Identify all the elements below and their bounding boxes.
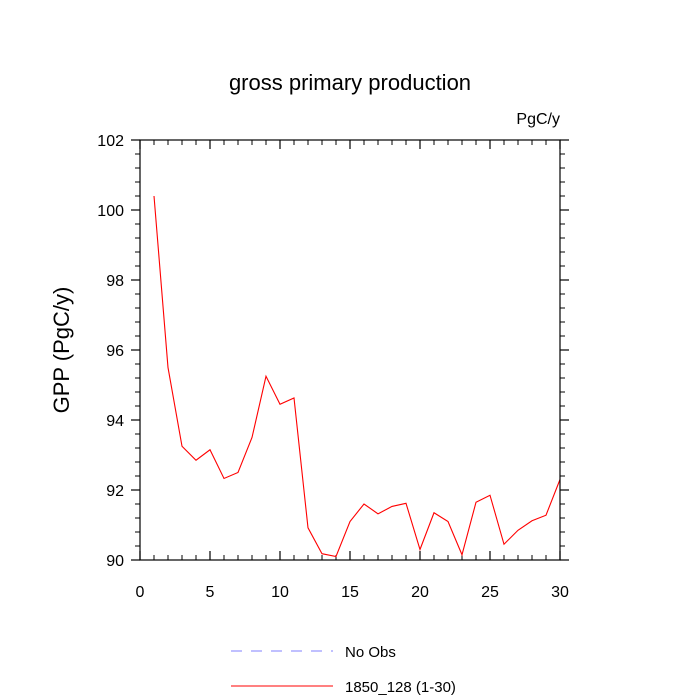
y-tick-label: 90 — [106, 553, 124, 570]
y-axis-label: GPP (PgC/y) — [49, 287, 74, 414]
legend: No Obs 1850_128 (1-30) — [231, 644, 456, 696]
y-tick-label: 92 — [106, 483, 124, 500]
x-tick-label: 5 — [206, 584, 215, 601]
y-tick-label: 94 — [106, 413, 124, 430]
x-tick-label: 0 — [136, 584, 145, 601]
x-tick-label: 30 — [551, 584, 569, 601]
legend-label: 1850_128 (1-30) — [345, 679, 456, 696]
y-tick-label: 98 — [106, 273, 124, 290]
y-tick-label: 96 — [106, 343, 124, 360]
ticks-layer: 0 5 10 15 20 25 30 90 92 94 96 98 100 102 — [97, 133, 569, 601]
y-tick-label: 100 — [97, 203, 124, 220]
units-label: PgC/y — [516, 111, 560, 128]
x-tick-label: 25 — [481, 584, 499, 601]
x-tick-label: 10 — [271, 584, 289, 601]
series-layer — [153, 195, 561, 558]
chart-title: gross primary production — [229, 70, 471, 95]
y-tick-label: 102 — [97, 133, 124, 150]
x-tick-label: 15 — [341, 584, 359, 601]
plot-frame — [139, 139, 561, 561]
legend-label: No Obs — [345, 644, 396, 661]
x-tick-label: 20 — [411, 584, 429, 601]
series-line — [153, 195, 561, 558]
